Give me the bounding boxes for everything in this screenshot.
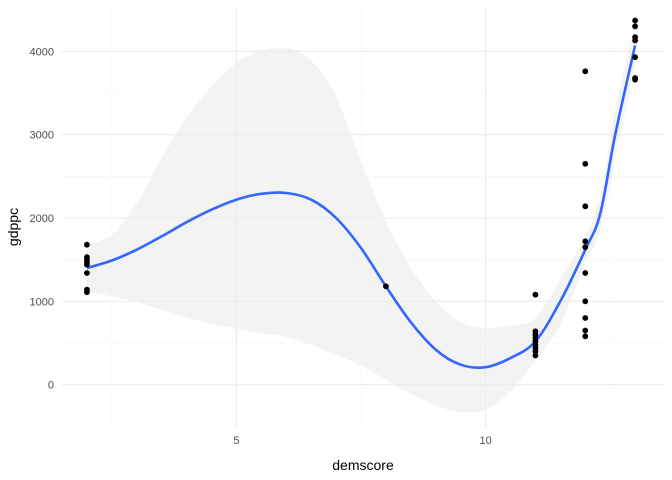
data-point [84,289,90,296]
y-tick-label: 1000 [30,296,54,308]
data-point [632,37,638,44]
y-tick-label: 4000 [30,46,54,58]
smooth-line [86,45,637,369]
confidence-band [86,23,636,413]
data-point [84,241,90,248]
data-point [632,76,638,83]
data-point [582,327,589,334]
data-point [582,333,589,340]
data-point [582,238,589,245]
x-tick-labels: 5 10 [233,435,491,447]
data-point [532,348,539,355]
data-point [582,160,589,167]
y-tick-label: 3000 [30,130,54,142]
y-tick-label: 0 [48,380,54,392]
data-points [84,17,638,359]
data-point [84,270,90,276]
data-point [632,54,638,61]
data-point [383,283,389,290]
y-tick-label: 2000 [30,213,54,225]
data-point [582,203,589,210]
data-point [84,261,90,268]
data-point [582,68,589,75]
y-axis-title: gdppc [5,208,21,246]
data-point [532,291,539,298]
data-point [532,352,539,359]
data-point [582,270,589,276]
x-tick-label: 10 [479,435,491,447]
data-point [632,23,638,30]
data-point [582,315,589,321]
x-tick-label: 5 [233,435,239,447]
data-point [582,298,589,305]
y-tick-labels: 0 1000 2000 3000 4000 [30,46,54,391]
x-axis-title: demscore [332,457,394,473]
data-point [632,17,638,24]
data-point [582,244,589,251]
